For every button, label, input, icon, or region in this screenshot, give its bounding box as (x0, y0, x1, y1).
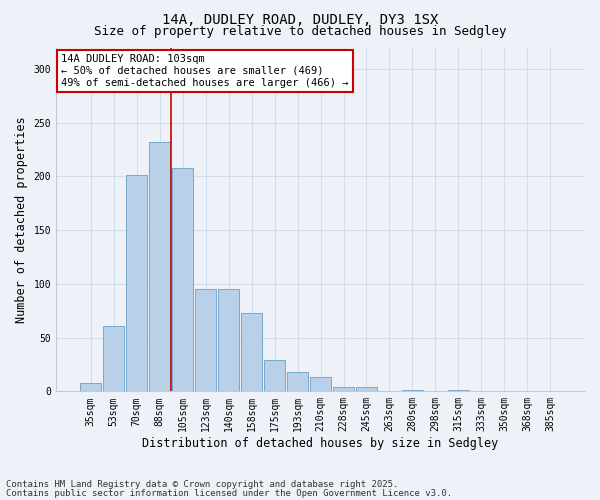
Bar (195, 290, 216, 392)
X-axis label: Distribution of detached houses by size in Sedgley: Distribution of detached houses by size … (142, 437, 499, 450)
Bar (402, 390, 423, 392)
Bar (310, 378, 331, 392)
Bar (241, 313, 262, 392)
Text: Contains HM Land Registry data © Crown copyright and database right 2025.: Contains HM Land Registry data © Crown c… (6, 480, 398, 489)
Y-axis label: Number of detached properties: Number of detached properties (15, 116, 28, 322)
Bar (448, 390, 469, 392)
Bar (287, 372, 308, 392)
Bar (103, 326, 124, 392)
Bar (80, 382, 101, 392)
Bar (264, 360, 285, 392)
Bar (126, 176, 147, 392)
Text: 14A, DUDLEY ROAD, DUDLEY, DY3 1SX: 14A, DUDLEY ROAD, DUDLEY, DY3 1SX (162, 12, 438, 26)
Text: Size of property relative to detached houses in Sedgley: Size of property relative to detached ho… (94, 25, 506, 38)
Bar (333, 387, 354, 392)
Bar (356, 387, 377, 392)
Bar (172, 168, 193, 392)
Text: 14A DUDLEY ROAD: 103sqm
← 50% of detached houses are smaller (469)
49% of semi-d: 14A DUDLEY ROAD: 103sqm ← 50% of detache… (61, 54, 349, 88)
Text: Contains public sector information licensed under the Open Government Licence v3: Contains public sector information licen… (6, 489, 452, 498)
Bar (149, 142, 170, 392)
Bar (218, 290, 239, 392)
